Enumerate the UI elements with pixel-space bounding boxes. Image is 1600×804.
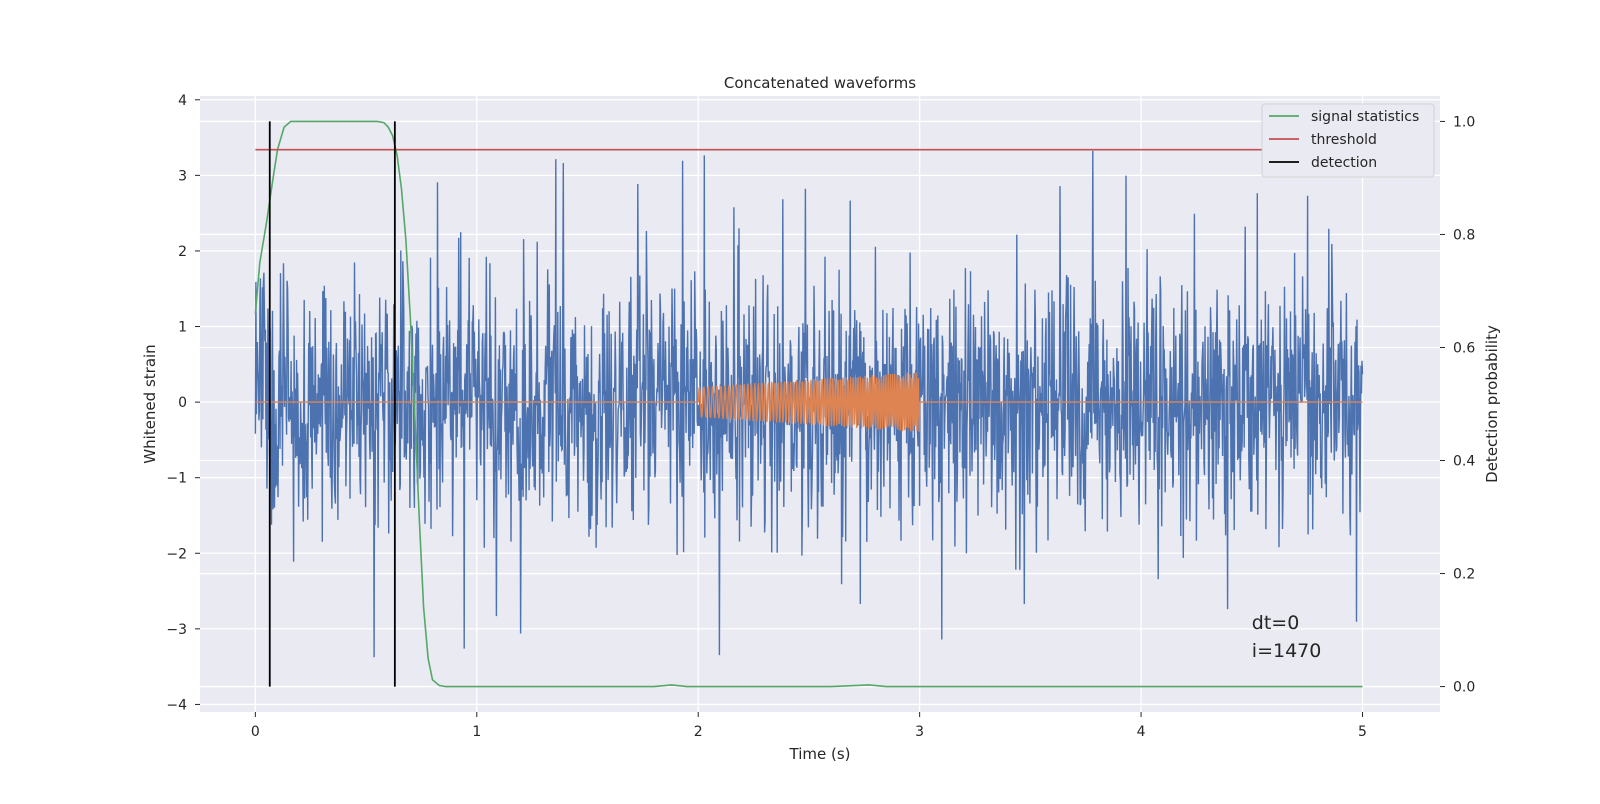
x-tick-label: 1 [472, 724, 481, 740]
y2-tick-label: 0.6 [1453, 340, 1475, 356]
y2-tick-label: 0.8 [1453, 227, 1475, 243]
y-tick-label: 0 [178, 395, 187, 411]
y-tick-label: 4 [178, 93, 187, 109]
y-tick-label: −4 [166, 697, 187, 713]
signal-statistics-line [254, 120, 1363, 688]
whitened-strain-line [254, 150, 1364, 658]
ticks-layer: 0 1 2 3 4 5 −4 −3 −2 −1 0 1 2 3 4 0.0 0.2 0.4 0.6 0.8 1.0 [166, 93, 1475, 740]
y-tick-label: −3 [166, 622, 187, 638]
y2-tick-label: 1.0 [1453, 114, 1475, 130]
x-tick-label: 3 [915, 724, 924, 740]
annotation-index: i=1470 [1252, 640, 1322, 662]
y-tick-label: −1 [166, 471, 187, 487]
legend: signal statistics threshold detection [1261, 103, 1435, 178]
y-tick-label: 1 [178, 320, 187, 336]
y2-axis-title: Detection probability [1483, 325, 1501, 483]
y-axis-title: Whitened strain [141, 344, 159, 463]
y2-tick-label: 0.4 [1453, 454, 1475, 470]
legend-label-threshold: threshold [1311, 132, 1377, 148]
y-tick-label: 2 [178, 244, 187, 260]
x-tick-label: 0 [251, 724, 260, 740]
x-tick-label: 2 [694, 724, 703, 740]
series-layer [254, 120, 1364, 688]
y2-tick-label: 0.2 [1453, 567, 1475, 583]
y-tick-label: −2 [166, 546, 187, 562]
annotation-dt: dt=0 [1252, 612, 1300, 634]
legend-box [1261, 103, 1435, 178]
x-axis-title: Time (s) [789, 745, 851, 763]
y-tick-label: 3 [178, 168, 187, 184]
x-tick-label: 5 [1358, 724, 1367, 740]
legend-label-signal-statistics: signal statistics [1311, 109, 1419, 125]
chart-title: Concatenated waveforms [724, 74, 916, 92]
chirp-waveform-line [255, 372, 1363, 432]
x-tick-label: 4 [1137, 724, 1146, 740]
legend-label-detection: detection [1311, 155, 1377, 171]
y2-tick-label: 0.0 [1453, 680, 1475, 696]
